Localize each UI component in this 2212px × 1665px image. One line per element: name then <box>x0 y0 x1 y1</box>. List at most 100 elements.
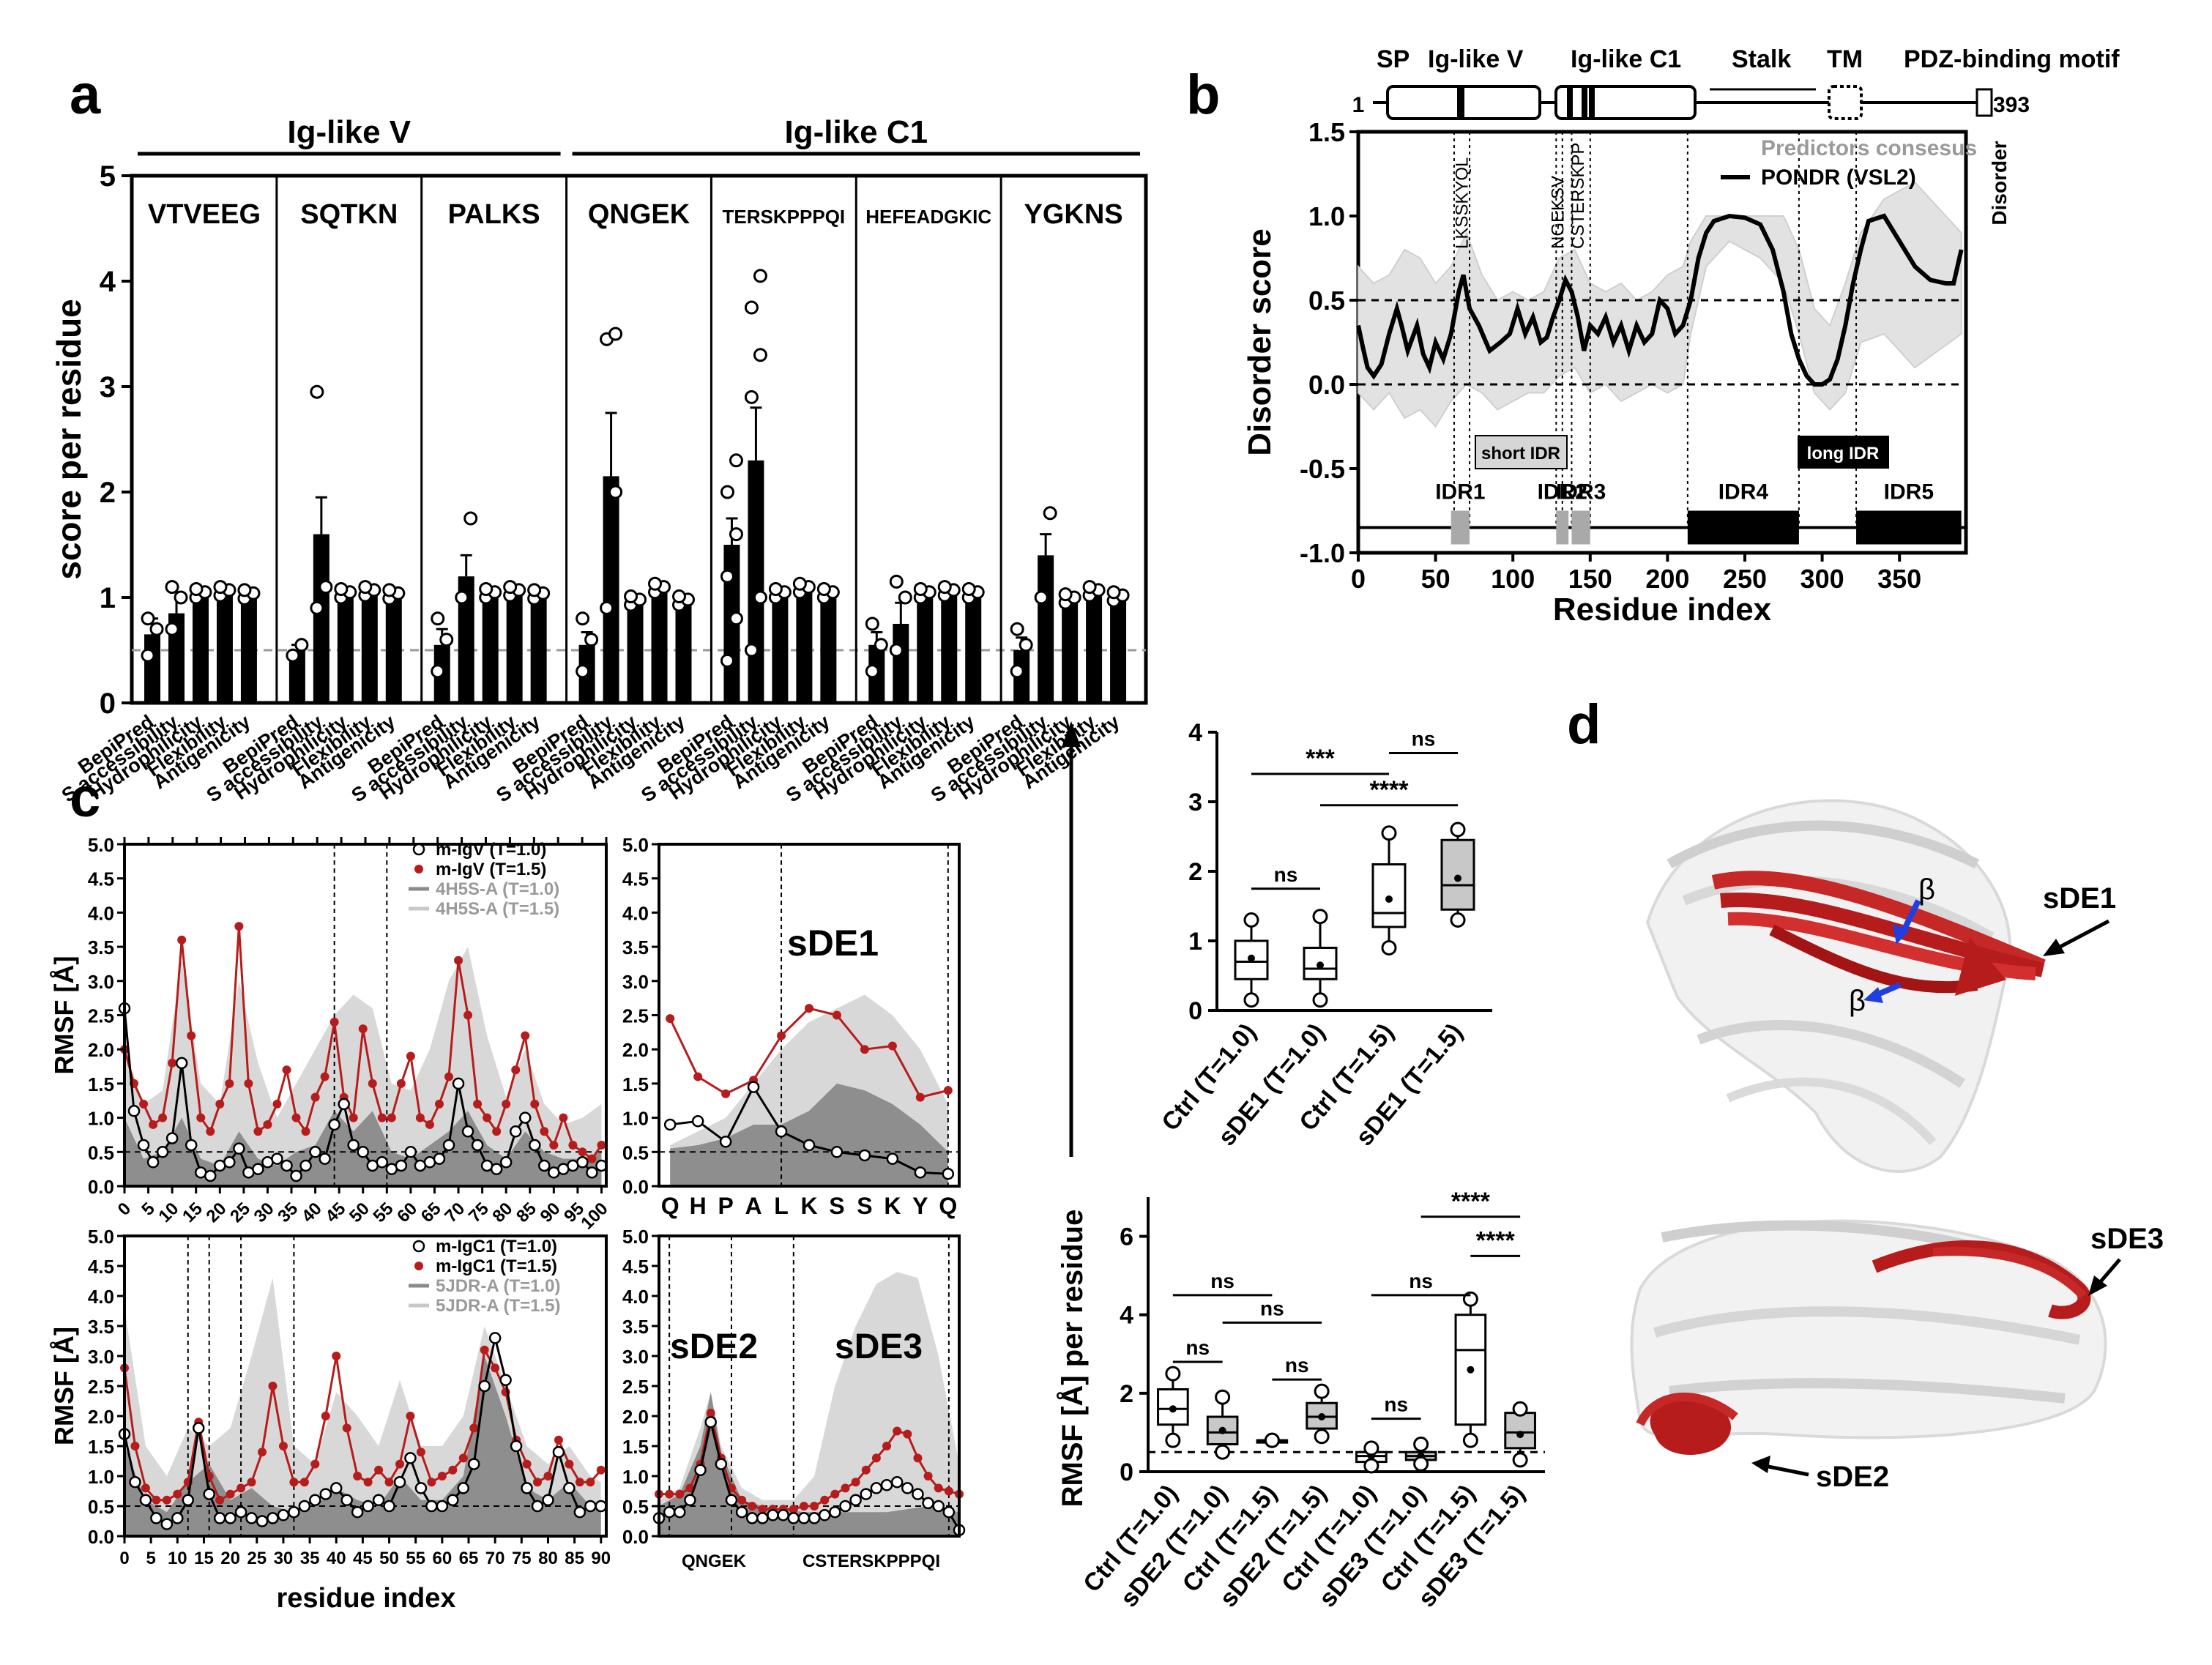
legend-label: 5JDR-A (T=1.0) <box>436 1276 560 1296</box>
point-red <box>320 1072 329 1081</box>
point-red <box>173 1489 182 1499</box>
point-red <box>234 922 244 931</box>
x-tick-label: 35 <box>300 1549 320 1568</box>
point-red <box>437 1472 447 1480</box>
data-point <box>744 390 759 404</box>
area-series <box>659 1272 959 1536</box>
point-red <box>923 1472 933 1480</box>
idr-bar <box>1571 510 1590 545</box>
panel-d-structures: β β sDE1 sDE3 sDE2 <box>1630 799 2164 1493</box>
x-category-label: H <box>690 1193 707 1219</box>
y-tick-label: 4.0 <box>622 1286 649 1308</box>
point-open <box>767 1509 779 1521</box>
point-open <box>299 1159 312 1172</box>
point-open <box>704 1415 717 1429</box>
point-open <box>271 1152 283 1165</box>
point-open <box>829 1505 841 1519</box>
point-open <box>756 1512 769 1524</box>
bar <box>1062 597 1079 703</box>
point-red <box>934 1483 943 1493</box>
significance-label: ns <box>1384 1393 1408 1416</box>
sde3-pointer <box>2096 1258 2121 1286</box>
sde2-red-loop-2 <box>1636 1392 1738 1426</box>
point-open <box>192 1422 205 1434</box>
bar <box>385 593 402 703</box>
y-tick-label: 2.5 <box>622 1005 649 1027</box>
point-red <box>841 1483 850 1493</box>
data-point <box>576 611 590 626</box>
point-open <box>245 1512 258 1524</box>
x-tick-label: 70 <box>485 1549 505 1568</box>
point-open <box>329 1482 343 1494</box>
point-open <box>267 1512 279 1524</box>
y-tick-label: 1 <box>100 582 116 614</box>
point-open <box>233 1142 245 1155</box>
point-red <box>706 1408 715 1418</box>
y-tick-label: 5.0 <box>622 1226 649 1248</box>
significance-label: ns <box>1285 1354 1309 1377</box>
point-open <box>288 1505 300 1519</box>
data-point <box>165 622 179 636</box>
y-tick-label: -1.0 <box>1300 538 1345 568</box>
point-red <box>944 1486 953 1496</box>
data-point <box>729 611 743 626</box>
group-label: PALKS <box>448 199 540 230</box>
bar <box>772 592 789 703</box>
point-red <box>244 1079 253 1088</box>
data-point <box>294 638 309 652</box>
point-red <box>480 1345 489 1355</box>
x-axis-label: Residue index <box>1553 592 1772 627</box>
point-red <box>368 1079 377 1088</box>
legend-label: 4H5S-A (T=1.0) <box>436 879 559 899</box>
bar <box>651 586 668 703</box>
x-category-label: Q <box>939 1193 957 1219</box>
x-category-label: Q <box>661 1193 679 1219</box>
y-tick-label: 3.0 <box>622 1346 649 1368</box>
point-open <box>499 1156 513 1169</box>
point-open <box>175 1057 188 1070</box>
mean-dot <box>1248 954 1255 962</box>
bar <box>361 589 378 703</box>
point-red <box>342 1423 351 1433</box>
idr-label: IDR3 <box>1556 480 1606 504</box>
significance-label: **** <box>1451 1188 1491 1215</box>
point-red <box>406 1051 415 1061</box>
y-tick-label: 3.5 <box>88 936 114 958</box>
point-red <box>310 1092 320 1102</box>
idr-bar <box>1556 510 1569 545</box>
significance-label: ns <box>1185 1336 1210 1359</box>
point-open <box>521 1482 533 1494</box>
max-point <box>1450 822 1466 838</box>
x-tick-label: 250 <box>1723 564 1767 594</box>
bar <box>796 586 813 703</box>
point-open <box>204 1169 217 1182</box>
sde1-red-strand-a <box>1711 871 2046 974</box>
point-red <box>887 1041 897 1051</box>
x-tick-label: 200 <box>1645 564 1689 594</box>
y-tick-label: 1 <box>1188 928 1202 956</box>
sde3-red-loop-2 <box>1932 1247 2087 1300</box>
x-category-label: S <box>829 1193 844 1219</box>
point-red <box>685 1483 695 1493</box>
mean-dot <box>1516 1431 1524 1439</box>
long-idr-box <box>1798 436 1889 469</box>
point-open <box>839 1500 852 1513</box>
peak-label: CSTERSKPP <box>1568 143 1588 249</box>
point-red <box>377 1113 387 1122</box>
y-tick-label: 2 <box>1120 1380 1133 1408</box>
point-red <box>530 1099 540 1109</box>
x-tick-label: 350 <box>1877 564 1921 594</box>
y-tick-label: 3.5 <box>622 1316 649 1338</box>
x-category-label: P <box>718 1193 733 1219</box>
data-point <box>898 590 912 605</box>
legend-label: 5JDR-A (T=1.5) <box>436 1296 560 1316</box>
igv-strand-1 <box>1667 820 1980 869</box>
legend-label: m-IgV (T=1.5) <box>436 860 546 879</box>
point-red <box>693 1072 703 1081</box>
point-red <box>406 1412 415 1420</box>
long-idr-label: long IDR <box>1807 444 1880 463</box>
peak-label: NGEKSV <box>1549 176 1568 249</box>
y-tick-label: 0.0 <box>622 1176 649 1198</box>
bar <box>820 592 837 703</box>
box <box>1504 1412 1536 1450</box>
